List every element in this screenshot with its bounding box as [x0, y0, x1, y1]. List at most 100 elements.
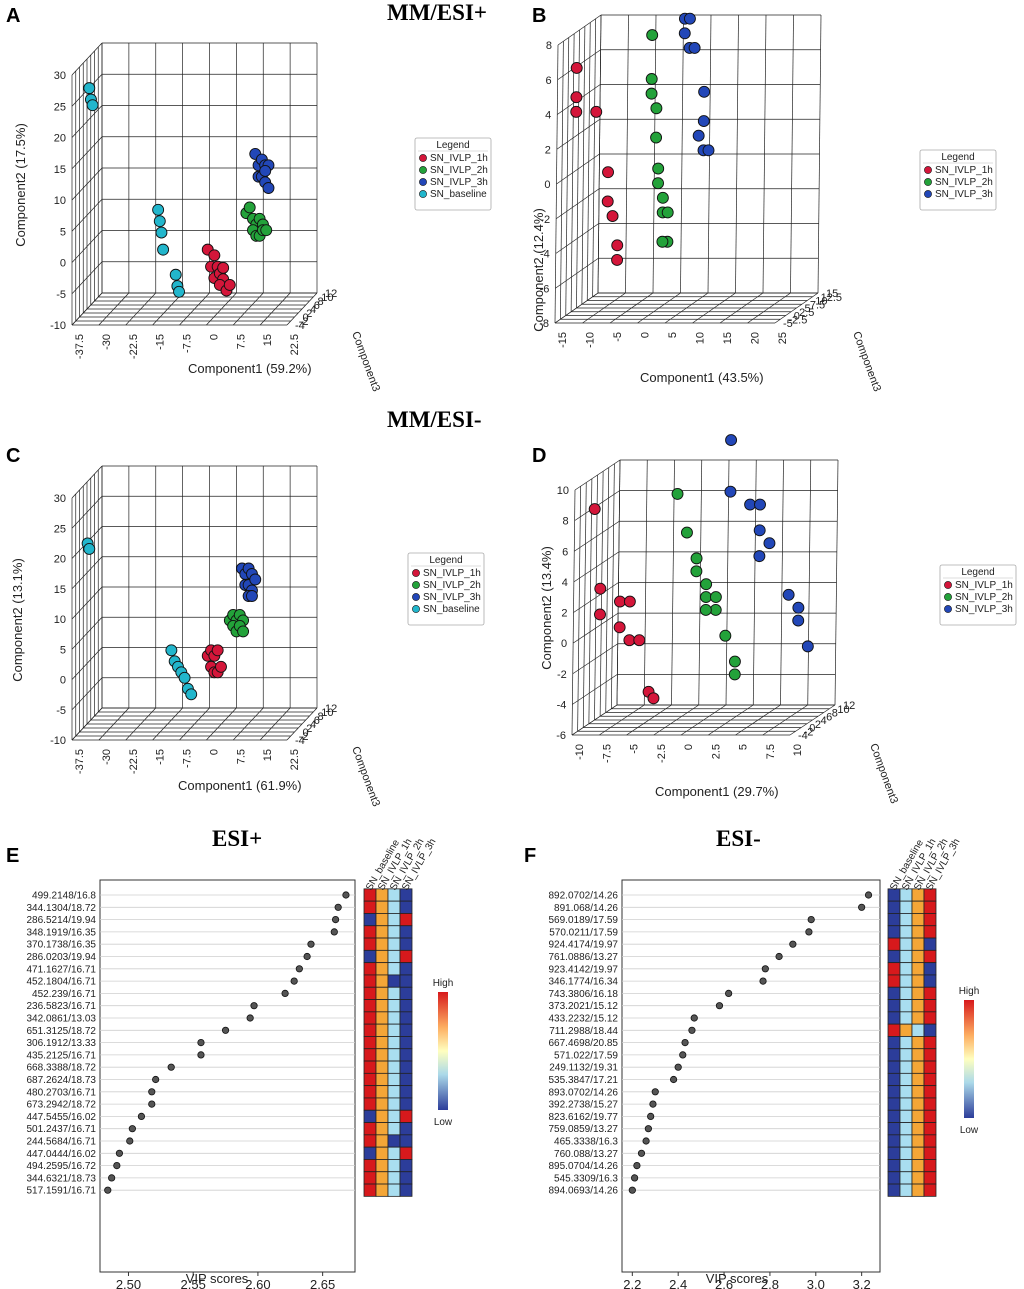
heatmap-cell — [387, 1146, 401, 1160]
x-tick-label: -7.5 — [601, 744, 613, 763]
feature-label: 651.3125/18.72 — [26, 1026, 96, 1037]
heatmap-cell — [899, 1011, 913, 1025]
feature-label: 517.1591/16.71 — [26, 1186, 96, 1197]
heatmap-cell — [923, 1122, 937, 1136]
point-2h — [646, 29, 659, 42]
vip-point — [246, 1014, 254, 1022]
heatmap-cell — [911, 986, 925, 1000]
heatmap-cell — [911, 974, 925, 988]
x-tick-label: -10 — [574, 744, 586, 760]
heatmap-cell — [363, 1134, 377, 1148]
vip-point — [113, 1162, 121, 1170]
feature-label: 667.4698/20.85 — [548, 1038, 618, 1049]
y-tick-label: 20 — [54, 133, 66, 145]
heatmap-cell — [923, 1183, 937, 1197]
heatmap-cell — [923, 1134, 937, 1148]
heatmap-cell — [387, 937, 401, 951]
heatmap-cell — [375, 1036, 389, 1050]
left-wall-gridline — [597, 14, 602, 294]
point-1h — [570, 91, 583, 104]
heatmap-cell — [363, 925, 377, 939]
x-tick-label: 7.5 — [765, 744, 777, 759]
point-2h — [681, 526, 693, 539]
point-1h — [594, 608, 606, 621]
z-tick-label: 2 — [306, 723, 312, 735]
heatmap-cell — [899, 974, 913, 988]
back-wall-gridline — [790, 14, 794, 294]
floor-gridline — [747, 292, 791, 324]
x-tick-label: 0 — [683, 744, 695, 750]
vip-point — [330, 928, 338, 936]
heatmap-cell — [375, 986, 389, 1000]
point-3h — [753, 550, 766, 563]
heatmap-cell — [911, 937, 925, 951]
floor-gridline — [206, 292, 237, 326]
heatmap-cell — [363, 1085, 377, 1099]
y-tick-label: -6 — [556, 730, 566, 742]
heatmap-cell — [887, 1036, 901, 1050]
heatmap-cell — [911, 1048, 925, 1062]
point-baseline — [178, 671, 191, 684]
feature-label: 760.088/13.27 — [554, 1149, 618, 1160]
vip-point — [633, 1162, 641, 1170]
heatmap-cell — [899, 1146, 913, 1160]
floor-gridline — [774, 292, 819, 324]
heatmap-cell — [887, 1171, 901, 1185]
feature-label: 570.0211/17.59 — [549, 927, 618, 938]
heatmap-cell — [911, 999, 925, 1013]
feature-label: 535.3847/17.21 — [548, 1075, 618, 1086]
heatmap-cell — [399, 986, 413, 1000]
y-tick-label: -10 — [50, 320, 66, 332]
z-tick-label: 6 — [314, 715, 320, 727]
grid-lines — [71, 42, 318, 326]
feature-label: 306.1912/13.33 — [26, 1038, 96, 1049]
y-tick-label: -4 — [557, 699, 567, 711]
heatmap-cell — [899, 986, 913, 1000]
z-tick-label: -2 — [299, 316, 309, 328]
point-3h — [249, 573, 262, 586]
heatmap-cell — [363, 913, 377, 927]
heatmap-cell — [887, 1122, 901, 1136]
legend-entry: SN_IVLP_1h — [430, 153, 488, 164]
point-baseline — [169, 268, 182, 281]
point-baseline — [152, 203, 165, 216]
heatmap-cell — [923, 999, 937, 1013]
legend-marker — [419, 190, 427, 198]
feature-label: 571.022/17.59 — [554, 1050, 618, 1061]
floor-gridline — [259, 707, 291, 741]
feature-label: 249.1132/19.31 — [549, 1063, 618, 1074]
heatmap-cell — [399, 949, 413, 964]
z-tick-label: 4 — [310, 304, 316, 316]
x-tick-label: -15 — [557, 332, 569, 348]
legend-box — [407, 552, 485, 626]
heatmap-cell — [887, 1060, 901, 1074]
x-tick-label: -15 — [155, 334, 167, 350]
z-tick-label: 15 — [826, 288, 838, 300]
heatmap-cell — [375, 937, 389, 951]
left-wall-gridline — [611, 463, 615, 709]
heatmap-cell — [887, 949, 901, 964]
x-tick-label: -7.5 — [182, 334, 194, 353]
vip-point — [688, 1026, 696, 1034]
point-2h — [709, 603, 722, 616]
y-tick-label: 25 — [54, 523, 66, 535]
heatmap-cell — [911, 949, 925, 964]
heatmap-cell — [375, 1146, 389, 1160]
x-tick-label: -5 — [612, 332, 624, 342]
y-tick-label: 0 — [544, 179, 550, 191]
feature-label: 342.0861/13.03 — [26, 1014, 96, 1025]
heatmap-cell — [387, 1011, 401, 1025]
z-tick-label: 0 — [303, 312, 309, 324]
y-tick-label: 4 — [545, 110, 551, 122]
x-tick-label: 7.5 — [235, 749, 247, 764]
y-tick-label: 0 — [561, 638, 567, 650]
heatmap-cell — [363, 1036, 377, 1050]
x-axis-label: Component1 (29.7%) — [655, 784, 779, 799]
y-tick-label: 0 — [60, 258, 66, 270]
y-tick-label: 2 — [545, 144, 551, 156]
y-tick-label: 4 — [562, 577, 568, 589]
left-wall-gridline — [605, 467, 610, 713]
heatmap-cell — [375, 1183, 389, 1197]
vip-point — [858, 903, 866, 911]
y-tick-label: 6 — [546, 75, 552, 87]
